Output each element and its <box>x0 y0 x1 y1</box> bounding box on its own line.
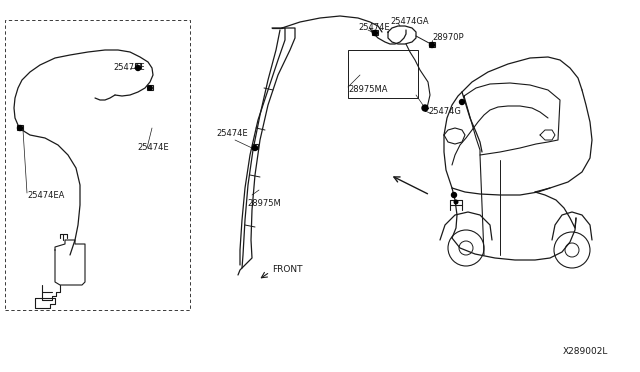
Circle shape <box>136 65 141 71</box>
Circle shape <box>17 125 22 131</box>
Bar <box>147 85 153 90</box>
Text: 28975MA: 28975MA <box>348 86 387 94</box>
Circle shape <box>372 31 378 35</box>
Text: 25474EA: 25474EA <box>27 192 65 201</box>
Text: 28970P: 28970P <box>432 33 463 42</box>
Bar <box>17 125 23 130</box>
Bar <box>252 144 258 149</box>
Circle shape <box>148 86 152 90</box>
Circle shape <box>253 145 257 151</box>
Text: 25474E: 25474E <box>216 128 248 138</box>
Text: 25474E: 25474E <box>137 144 168 153</box>
Circle shape <box>454 200 458 204</box>
Circle shape <box>429 42 435 48</box>
Bar <box>5 20 190 310</box>
Text: 25474G: 25474G <box>428 108 461 116</box>
Text: FRONT: FRONT <box>272 266 303 275</box>
Circle shape <box>451 192 456 198</box>
Text: 28975M: 28975M <box>247 199 281 208</box>
Bar <box>135 63 141 68</box>
Circle shape <box>460 99 465 105</box>
Text: 25474GA: 25474GA <box>390 17 429 26</box>
Text: 25474E: 25474E <box>358 23 390 32</box>
Text: X289002L: X289002L <box>563 347 609 356</box>
Text: 25474E: 25474E <box>113 62 145 71</box>
Bar <box>429 42 435 47</box>
Circle shape <box>422 105 428 111</box>
Bar <box>372 30 378 35</box>
Bar <box>348 50 418 98</box>
